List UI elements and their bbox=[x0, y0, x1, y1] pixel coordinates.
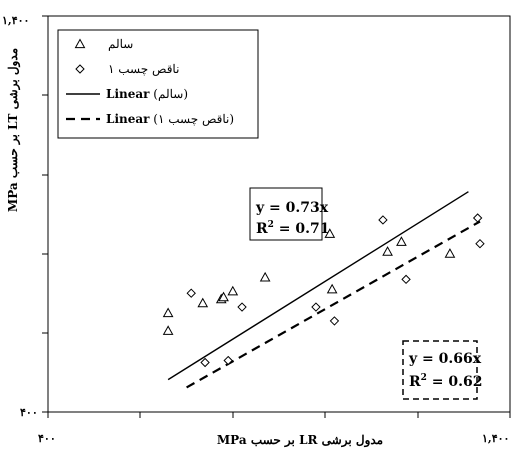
r2-solid: R2 = 0.71 bbox=[256, 220, 329, 237]
x-tick-label-right: ۱,۴۰۰ bbox=[482, 432, 509, 445]
r2-dashed-r: R bbox=[409, 374, 421, 390]
legend-label: Linear (ناقص چسب ۱) bbox=[106, 112, 234, 126]
data-point-triangle bbox=[227, 285, 239, 296]
trendline-dashed bbox=[186, 220, 481, 389]
data-point-triangle bbox=[218, 291, 229, 302]
legend-label: سالم bbox=[108, 37, 133, 51]
x-tick-label-left: ۴۰۰ bbox=[38, 432, 56, 445]
data-point-triangle bbox=[162, 325, 174, 335]
r2-solid-value: = 0.71 bbox=[274, 221, 330, 237]
data-point-triangle bbox=[162, 307, 174, 318]
legend-label-bold: Linear bbox=[106, 112, 150, 126]
trendline-solid bbox=[167, 191, 469, 381]
plot-frame bbox=[47, 15, 511, 413]
data-point-diamond bbox=[475, 238, 485, 249]
equation-box-dashed: y = 0.66x R2 = 0.62 bbox=[402, 340, 482, 400]
legend-label-bold: Linear bbox=[106, 87, 150, 101]
data-point-triangle bbox=[396, 236, 407, 246]
data-point-diamond bbox=[329, 316, 340, 326]
y-axis-label: مدول برشی LT بر حسب MPa bbox=[6, 48, 21, 212]
legend-label-rest: (سالم) bbox=[149, 87, 188, 101]
x-axis-label: مدول برشی LR بر حسب MPa bbox=[217, 433, 383, 448]
legend-label: Linear (سالم) bbox=[106, 87, 188, 101]
r2-solid-r: R bbox=[256, 221, 268, 237]
r2-dashed: R2 = 0.62 bbox=[409, 373, 482, 390]
y-tick-label-bottom: ۴۰۰ bbox=[20, 406, 38, 419]
x-axis-ticks bbox=[47, 412, 511, 418]
data-point-diamond bbox=[223, 355, 233, 366]
data-point-diamond bbox=[200, 357, 210, 368]
equation-solid: y = 0.73x bbox=[255, 200, 329, 216]
data-point-triangle bbox=[382, 246, 393, 256]
equation-dashed: y = 0.66x bbox=[408, 351, 482, 367]
trendlines bbox=[167, 191, 481, 389]
data-point-diamond bbox=[378, 215, 388, 225]
data-point-diamond bbox=[311, 302, 321, 312]
data-markers bbox=[162, 213, 485, 368]
data-point-diamond bbox=[401, 274, 411, 285]
data-point-diamond bbox=[186, 288, 196, 298]
data-point-triangle bbox=[444, 248, 456, 258]
legend-label-rest: (ناقص چسب ۱) bbox=[149, 112, 234, 126]
equation-box-dashed-frame bbox=[402, 340, 478, 400]
legend-marker-diamond bbox=[75, 64, 85, 74]
r2-dashed-sup: 2 bbox=[421, 373, 427, 383]
legend-frame bbox=[57, 29, 259, 139]
equation-box-solid: y = 0.73x R2 = 0.71 bbox=[249, 187, 329, 241]
data-point-triangle bbox=[259, 271, 271, 282]
y-tick-label-top: ۱,۴۰۰ bbox=[2, 14, 29, 27]
r2-dashed-value: = 0.62 bbox=[427, 374, 483, 390]
data-point-triangle bbox=[326, 283, 338, 294]
data-point-diamond bbox=[472, 213, 483, 223]
r2-solid-sup: 2 bbox=[268, 220, 274, 230]
equation-box-solid-frame bbox=[249, 187, 323, 241]
y-axis-ticks bbox=[42, 15, 48, 413]
data-point-triangle bbox=[324, 228, 336, 238]
legend-label: ناقص چسب ۱ bbox=[108, 62, 179, 76]
legend-marker-triangle bbox=[74, 38, 86, 49]
data-point-triangle bbox=[197, 297, 209, 308]
data-point-diamond bbox=[237, 302, 247, 312]
